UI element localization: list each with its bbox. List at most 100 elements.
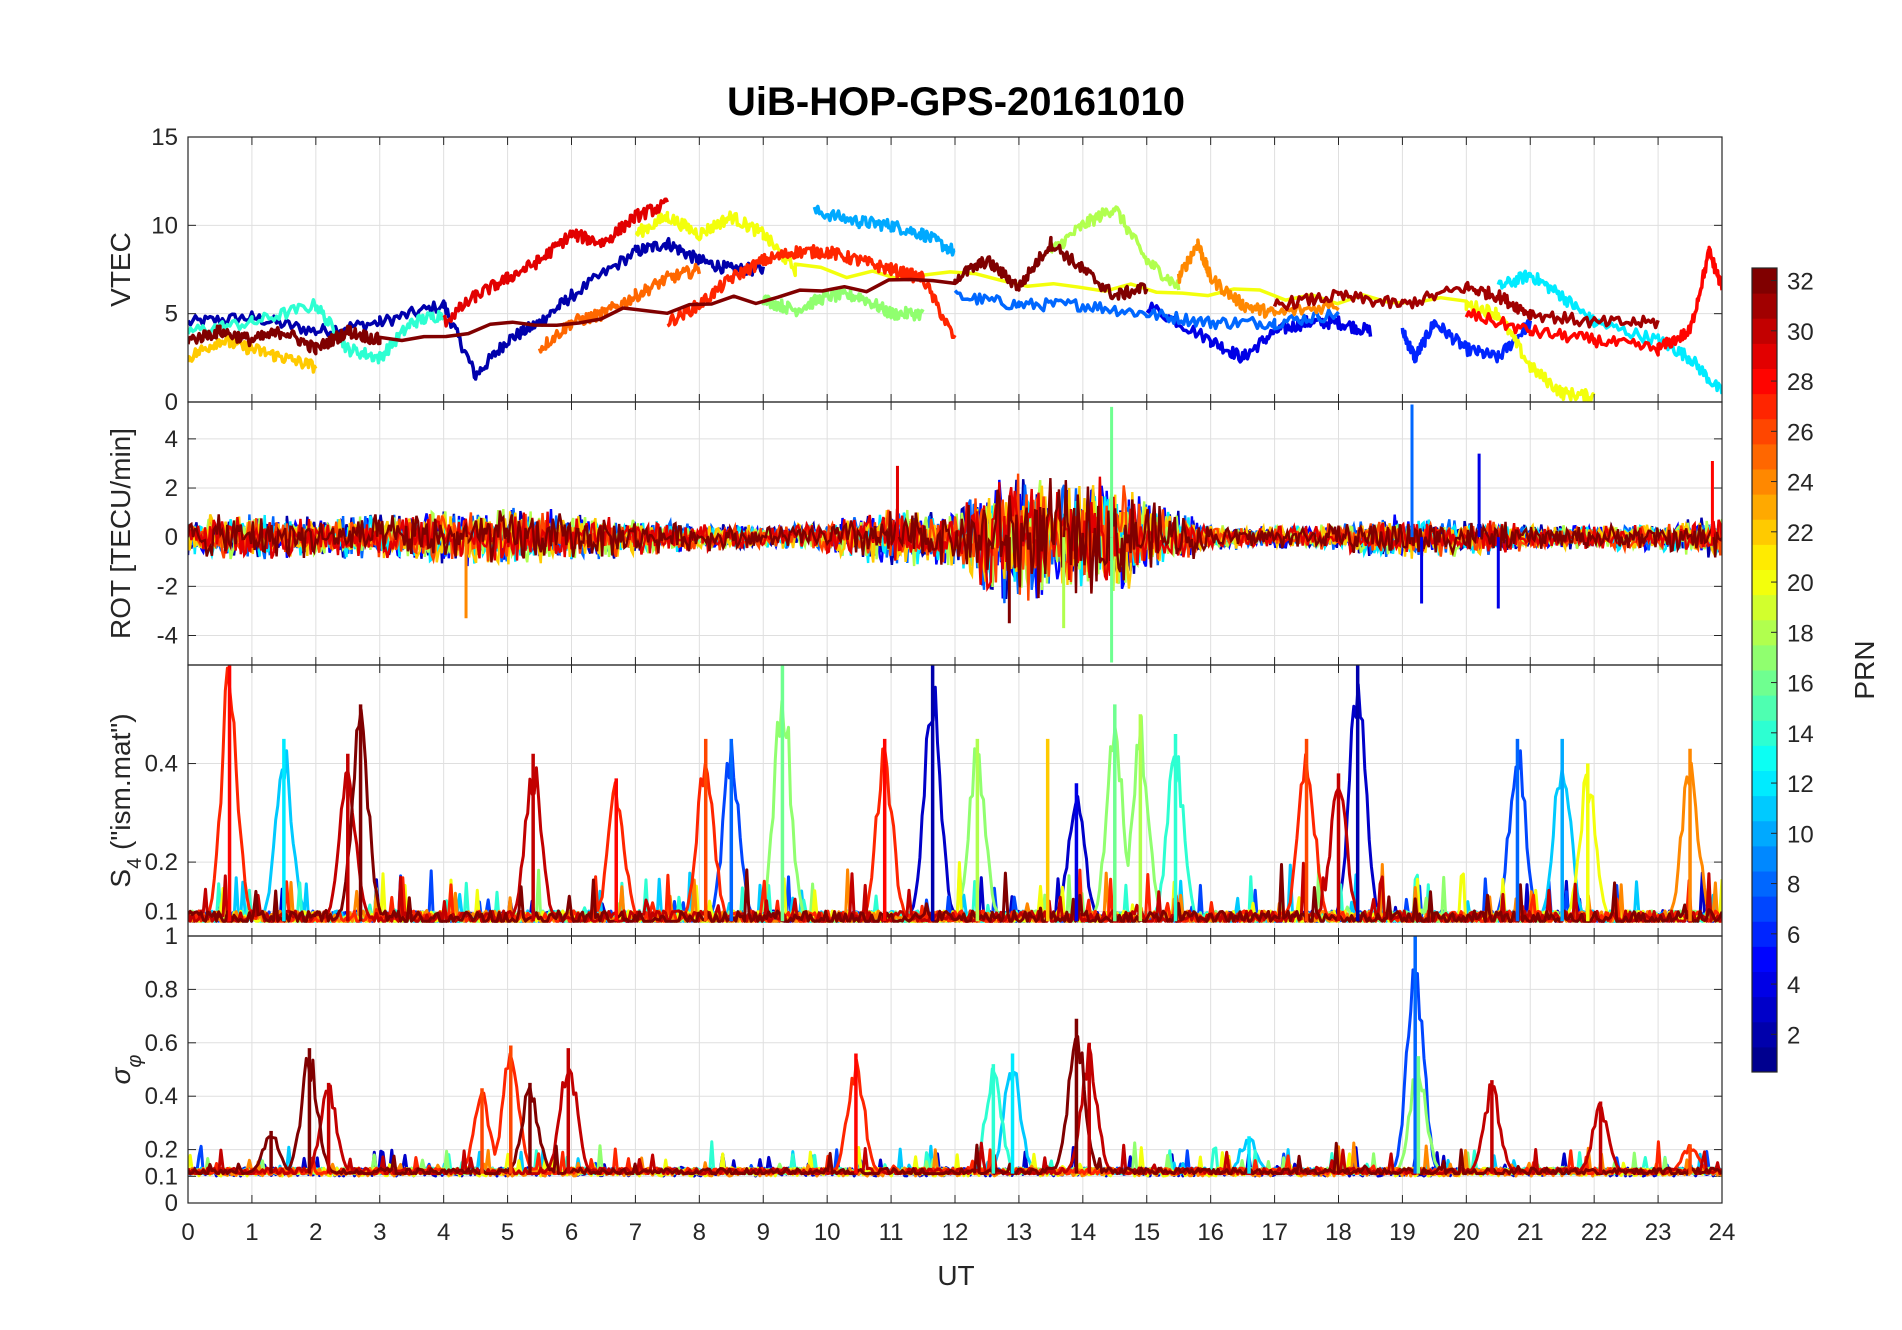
x-tick-label: 10	[814, 1219, 841, 1246]
series-line-prn-27	[666, 244, 957, 340]
panel-frame	[187, 935, 1723, 1204]
colorbar-segment	[1752, 293, 1777, 319]
x-tick-label: 24	[1709, 1219, 1736, 1246]
series-line-prn-22	[188, 335, 318, 374]
series-group	[188, 404, 1722, 663]
colorbar-tick-label: 16	[1787, 671, 1814, 698]
rot-series-prn-26	[188, 473, 1722, 601]
series-line-prn-8	[953, 289, 1340, 331]
x-tick-label: 7	[629, 1219, 642, 1246]
colorbar-segment	[1752, 695, 1777, 721]
x-tick-label: 4	[437, 1219, 450, 1246]
x-tick-label: 13	[1006, 1219, 1033, 1246]
x-tick-label: 22	[1581, 1219, 1608, 1246]
x-tick-label: 11	[879, 1219, 904, 1246]
colorbar-tick-label: 24	[1787, 470, 1814, 497]
y-tick-label: 2	[165, 475, 178, 502]
x-tick-label: 5	[501, 1219, 514, 1246]
colorbar-segment	[1752, 393, 1777, 420]
colorbar-segment	[1752, 896, 1777, 922]
series-line-prn-14	[188, 298, 446, 365]
colorbar-tick-label: 18	[1787, 620, 1814, 647]
y-axis-label: VTEC	[105, 232, 136, 307]
colorbar-tick-label: 20	[1787, 570, 1814, 597]
y-tick-label: 10	[151, 212, 178, 239]
colorbar-segment	[1752, 494, 1777, 520]
x-tick-label: 21	[1517, 1219, 1544, 1246]
series-group	[188, 936, 1722, 1178]
y-tick-label: 0	[165, 524, 178, 551]
colorbar-segment	[1752, 795, 1777, 822]
colorbar-tick-label: 6	[1787, 922, 1800, 949]
series-line-prn-20	[634, 210, 1596, 402]
colorbar-tick-label: 22	[1787, 520, 1814, 547]
x-tick-label: 8	[693, 1219, 706, 1246]
x-tick-label: 0	[181, 1219, 194, 1246]
colorbar-tick-label: 4	[1787, 972, 1800, 999]
x-tick-label: 1	[245, 1219, 258, 1246]
x-tick-label: 2	[309, 1219, 322, 1246]
y-tick-label: 0.4	[145, 751, 178, 778]
panel-s4: 0.1 0.2 0.4S4 ("ism.mat")	[105, 664, 1723, 937]
x-axis-label: UT	[937, 1260, 974, 1291]
series-line-prn-10	[812, 204, 956, 257]
x-tick-label: 17	[1261, 1219, 1288, 1246]
x-tick-label: 9	[757, 1219, 770, 1246]
y-tick-label: 0	[165, 1190, 178, 1217]
x-tick-label: 15	[1133, 1219, 1160, 1246]
colorbar-tick-label: 12	[1787, 771, 1814, 798]
series-line-prn-29	[442, 197, 670, 328]
colorbar-segment	[1752, 594, 1777, 621]
colorbar-segment	[1752, 343, 1777, 369]
colorbar-frame	[1751, 267, 1778, 1073]
x-tick-label: 20	[1453, 1219, 1480, 1246]
y-tick-label: 0.8	[145, 976, 178, 1003]
colorbar-tick-label: 26	[1787, 419, 1814, 446]
colorbar-segment	[1752, 946, 1777, 972]
panel-vtec: 0 5 10 15 VTEC	[105, 124, 1723, 416]
colorbar-tick-label: 28	[1787, 369, 1814, 396]
colorbar-segment	[1752, 1046, 1777, 1073]
series-line-prn-32	[188, 708, 1722, 923]
y-tick-label: 0.1	[145, 1163, 178, 1190]
colorbar-tick-label: 14	[1787, 721, 1814, 748]
series-line-prn-12	[1496, 269, 1722, 395]
y-tick-label: -4	[157, 623, 178, 650]
colorbar-segment	[1752, 443, 1777, 470]
y-axis-label: σφ	[105, 1055, 146, 1085]
y-tick-label: 15	[151, 124, 178, 151]
y-tick-label: -2	[157, 573, 178, 600]
colorbar-tick-label: 32	[1787, 269, 1814, 296]
y-tick-label: 5	[165, 301, 178, 328]
x-tick-label: 3	[373, 1219, 386, 1246]
x-tick-label: 16	[1197, 1219, 1224, 1246]
y-axis-label: ROT [TECU/min]	[105, 428, 136, 639]
series-group	[188, 197, 1722, 402]
colorbar-segment	[1752, 996, 1777, 1023]
rot-series-prn-32	[188, 478, 1722, 599]
series-line-prn-6	[1400, 319, 1533, 364]
colorbar-segment	[1752, 644, 1777, 671]
x-tick-label: 18	[1325, 1219, 1352, 1246]
colorbar-tick-label: 2	[1787, 1022, 1800, 1049]
y-tick-label: 4	[165, 426, 178, 453]
colorbar-segment	[1752, 745, 1777, 771]
series-line-prn-24	[1176, 238, 1340, 319]
series-line-prn-32	[188, 235, 1149, 356]
panel-rot: -4 -2 0 2 4 ROT [TECU/min]	[105, 401, 1723, 666]
panel-sigma_phi: 00.10.2 0.4 0.6 0.8 1 σφ	[105, 923, 1723, 1217]
series-line-prn-18	[1049, 205, 1181, 291]
y-tick-label: 0.1	[145, 898, 178, 925]
y-tick-label: 0.2	[145, 1137, 178, 1164]
x-axis: 0 1 2 3 4 5 6 7 8 9 10 11 12 13 14 15 16 17 18 19 20 21 22 23 24	[181, 1219, 1735, 1246]
colorbar-segment	[1752, 544, 1777, 570]
colorbar-tick-label: 8	[1787, 872, 1800, 899]
y-axis-label: S4 ("ism.mat")	[105, 713, 146, 887]
y-tick-label: 0.4	[145, 1083, 178, 1110]
colorbar-tick-label: 10	[1787, 821, 1814, 848]
x-tick-label: 19	[1389, 1219, 1416, 1246]
y-tick-label: 1	[165, 923, 178, 950]
x-tick-label: 6	[565, 1219, 578, 1246]
series-line-prn-32	[188, 1035, 1722, 1176]
